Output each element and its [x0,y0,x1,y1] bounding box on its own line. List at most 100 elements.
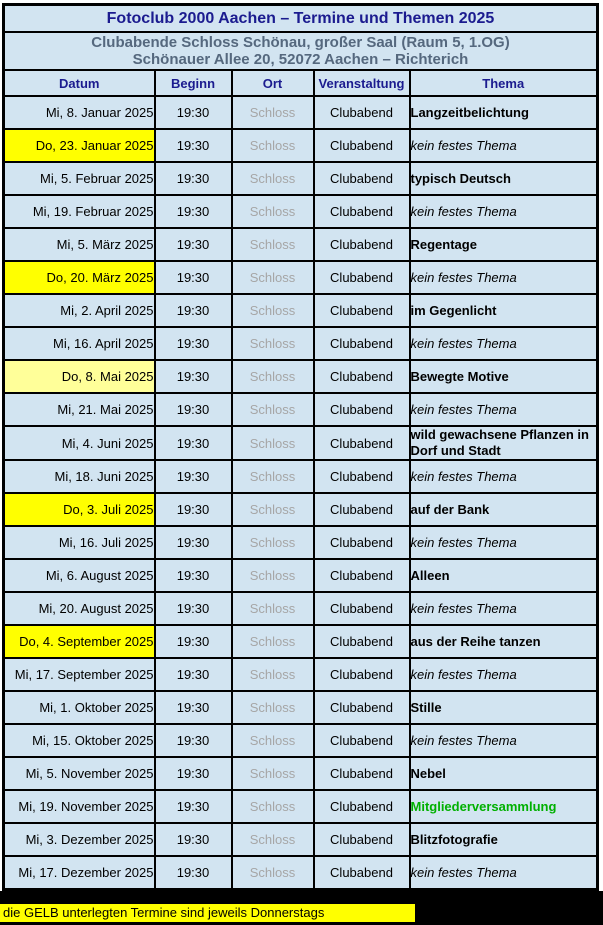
datum-cell: Mi, 5. November 2025 [2,756,156,791]
ort-cell: Schloss [230,459,315,494]
table-row: Mi, 4. Juni 2025 19:30 Schloss Clubabend wil… [2,425,599,461]
veranstaltung-cell: Clubabend [312,194,411,229]
veranstaltung-cell: Clubabend [312,657,411,692]
thema-cell: kein festes Thema [408,855,599,891]
beginn-cell: 19:30 [153,492,233,527]
ort-cell: Schloss [230,194,315,229]
veranstaltung-cell: Clubabend [312,492,411,527]
thema-cell: kein festes Thema [408,723,599,758]
beginn-cell: 19:30 [153,359,233,394]
datum-cell: Mi, 15. Oktober 2025 [2,723,156,758]
beginn-cell: 19:30 [153,723,233,758]
thema-cell: kein festes Thema [408,591,599,626]
title-row: Fotoclub 2000 Aachen – Termine und Theme… [2,3,599,33]
table-row: Mi, 6. August 2025 19:30 Schloss Clubabend A… [2,558,599,593]
thema-cell: Alleen [408,558,599,593]
thema-cell: Mitgliederversammlung [408,789,599,824]
ort-cell: Schloss [230,822,315,857]
beginn-cell: 19:30 [153,260,233,295]
beginn-cell: 19:30 [153,822,233,857]
ort-cell: Schloss [230,657,315,692]
column-header-veranstaltung: Veranstaltung [312,69,411,97]
ort-cell: Schloss [230,95,315,130]
datum-cell: Mi, 2. April 2025 [2,293,156,328]
veranstaltung-cell: Clubabend [312,293,411,328]
veranstaltung-cell: Clubabend [312,591,411,626]
table-row: Do, 3. Juli 2025 19:30 Schloss Clubabend auf… [2,492,599,527]
table-row: Mi, 19. Februar 2025 19:30 Schloss Clubaben… [2,194,599,229]
table-row: Mi, 20. August 2025 19:30 Schloss Clubabend… [2,591,599,626]
ort-cell: Schloss [230,161,315,196]
column-header-thema: Thema [408,69,599,97]
datum-cell: Do, 8. Mai 2025 [2,359,156,394]
veranstaltung-cell: Clubabend [312,789,411,824]
beginn-cell: 19:30 [153,624,233,659]
veranstaltung-cell: Clubabend [312,161,411,196]
table-row: Mi, 21. Mai 2025 19:30 Schloss Clubabend kei… [2,392,599,427]
beginn-cell: 19:30 [153,789,233,824]
column-header-datum: Datum [2,69,156,97]
veranstaltung-cell: Clubabend [312,392,411,427]
table-row: Mi, 3. Dezember 2025 19:30 Schloss Clubaben… [2,822,599,857]
venue-line: Clubabende Schloss Schönau, großer Saal … [91,34,510,51]
datum-cell: Do, 4. September 2025 [2,624,156,659]
datum-cell: Mi, 5. März 2025 [2,227,156,262]
datum-cell: Mi, 19. Februar 2025 [2,194,156,229]
table-row: Mi, 5. November 2025 19:30 Schloss Clubaben… [2,756,599,791]
table-row: Mi, 2. April 2025 19:30 Schloss Clubabend im… [2,293,599,328]
ort-cell: Schloss [230,855,315,891]
datum-cell: Mi, 6. August 2025 [2,558,156,593]
address-line: Schönauer Allee 20, 52072 Aachen – Richt… [132,51,469,68]
beginn-cell: 19:30 [153,227,233,262]
beginn-cell: 19:30 [153,128,233,163]
beginn-cell: 19:30 [153,558,233,593]
datum-cell: Do, 3. Juli 2025 [2,492,156,527]
datum-cell: Mi, 17. Dezember 2025 [2,855,156,891]
table-row: Do, 8. Mai 2025 19:30 Schloss Clubabend Bewe… [2,359,599,394]
page-title: Fotoclub 2000 Aachen – Termine und Theme… [2,3,599,33]
datum-cell: Mi, 20. August 2025 [2,591,156,626]
datum-cell: Mi, 19. November 2025 [2,789,156,824]
thema-cell: im Gegenlicht [408,293,599,328]
datum-cell: Mi, 1. Oktober 2025 [2,690,156,725]
ort-cell: Schloss [230,525,315,560]
ort-cell: Schloss [230,392,315,427]
veranstaltung-cell: Clubabend [312,459,411,494]
ort-cell: Schloss [230,326,315,361]
schedule-table: Fotoclub 2000 Aachen – Termine und Theme… [2,3,599,891]
ort-cell: Schloss [230,756,315,791]
table-row: Mi, 18. Juni 2025 19:30 Schloss Clubabend ke… [2,459,599,494]
beginn-cell: 19:30 [153,525,233,560]
table-row: Do, 4. September 2025 19:30 Schloss Clubabe… [2,624,599,659]
beginn-cell: 19:30 [153,293,233,328]
beginn-cell: 19:30 [153,591,233,626]
veranstaltung-cell: Clubabend [312,525,411,560]
thema-cell: kein festes Thema [408,260,599,295]
beginn-cell: 19:30 [153,690,233,725]
thema-cell: kein festes Thema [408,657,599,692]
thema-cell: kein festes Thema [408,459,599,494]
veranstaltung-cell: Clubabend [312,822,411,857]
thema-cell: kein festes Thema [408,128,599,163]
beginn-cell: 19:30 [153,425,233,461]
veranstaltung-cell: Clubabend [312,326,411,361]
thema-cell: Langzeitbelichtung [408,95,599,130]
thursday-note: die GELB unterlegten Termine sind jeweil… [0,904,415,922]
datum-cell: Mi, 18. Juni 2025 [2,459,156,494]
veranstaltung-cell: Clubabend [312,756,411,791]
column-header-beginn: Beginn [153,69,233,97]
thema-cell: auf der Bank [408,492,599,527]
table-row: Mi, 1. Oktober 2025 19:30 Schloss Clubabend… [2,690,599,725]
veranstaltung-cell: Clubabend [312,227,411,262]
ort-cell: Schloss [230,227,315,262]
veranstaltung-cell: Clubabend [312,359,411,394]
thema-cell: Blitzfotografie [408,822,599,857]
veranstaltung-cell: Clubabend [312,855,411,891]
ort-cell: Schloss [230,624,315,659]
thema-cell: Regentage [408,227,599,262]
veranstaltung-cell: Clubabend [312,260,411,295]
datum-cell: Mi, 3. Dezember 2025 [2,822,156,857]
ort-cell: Schloss [230,492,315,527]
table-row: Mi, 17. September 2025 19:30 Schloss Clubab… [2,657,599,692]
beginn-cell: 19:30 [153,459,233,494]
